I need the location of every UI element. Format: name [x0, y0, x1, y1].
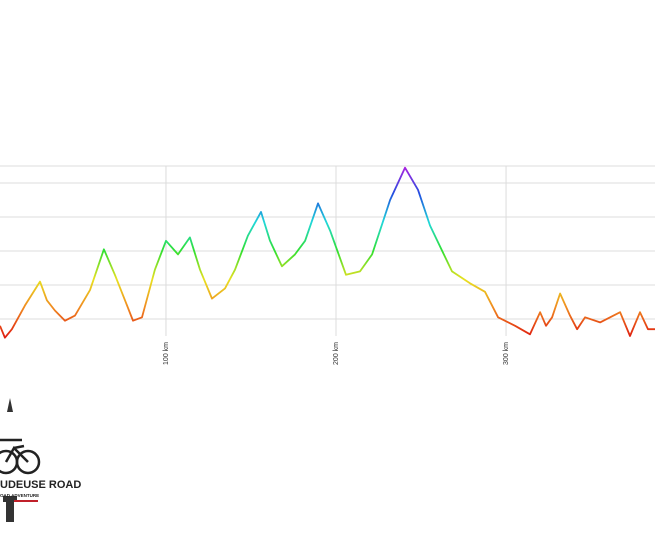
- logo-post: [3, 496, 17, 502]
- logo-underline: [14, 500, 38, 502]
- x-tick-label: 300 km: [503, 342, 510, 365]
- elevation-line: [0, 166, 655, 339]
- logo-title: UDEUSE ROAD: [0, 479, 81, 491]
- logo-frame: [0, 438, 29, 463]
- logo-post: [6, 500, 14, 522]
- logo: UDEUSE ROAD OAD ADVENTURE: [0, 398, 81, 522]
- logo-spire: [7, 398, 13, 412]
- logo-subtitle: OAD ADVENTURE: [0, 493, 39, 498]
- x-tick-label: 100 km: [163, 342, 170, 365]
- logo-wheel: [15, 449, 41, 475]
- x-tick-label: 200 km: [333, 342, 340, 365]
- logo-wheel: [0, 449, 19, 475]
